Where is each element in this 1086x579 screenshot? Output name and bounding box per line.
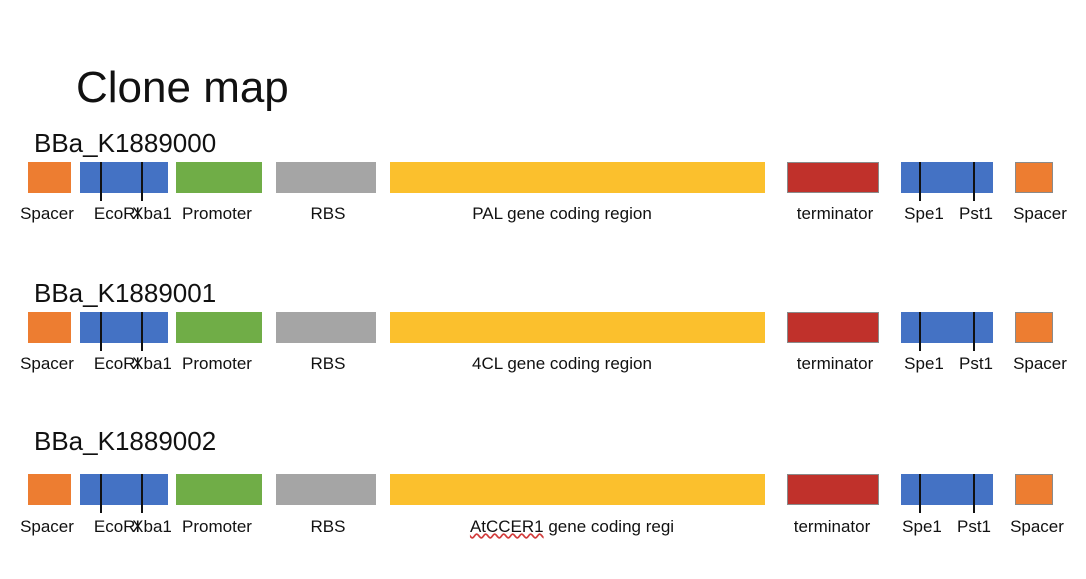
spacer-right-label: Spacer <box>1010 517 1064 536</box>
spacer-left-block <box>28 312 71 343</box>
prefix-site-block <box>80 474 168 505</box>
terminator-label: terminator <box>796 204 874 223</box>
prefix-site-block <box>80 162 168 193</box>
rbs-label: RBS <box>310 354 346 373</box>
ecori-label: EcoRI <box>93 354 141 373</box>
rbs-block <box>276 312 376 343</box>
spacer-left-label: Spacer <box>20 517 74 536</box>
spacer-left-block <box>28 162 71 193</box>
construct-bba-k1889002: BBa_K1889002 Spacer EcoRI Xba1 Promoter … <box>0 426 1086 536</box>
suffix-site-block <box>901 474 993 505</box>
pst1-cut-line <box>973 162 975 201</box>
rbs-block <box>276 474 376 505</box>
terminator-label: terminator <box>793 517 871 536</box>
spacer-right-block <box>1015 162 1053 193</box>
coding-region-label: AtCCER1 gene coding regi <box>469 517 675 536</box>
spacer-right-label: Spacer <box>1013 204 1067 223</box>
page-title: Clone map <box>76 63 289 112</box>
terminator-label: terminator <box>796 354 874 373</box>
spe1-label: Spe1 <box>902 517 942 536</box>
xba1-label: Xba1 <box>132 354 172 373</box>
rbs-block <box>276 162 376 193</box>
promoter-block <box>176 474 262 505</box>
xba1-cut-line <box>141 474 143 513</box>
rbs-label: RBS <box>310 517 346 536</box>
ecori-cut-line <box>100 312 102 351</box>
promoter-block <box>176 312 262 343</box>
terminator-block <box>787 162 879 193</box>
ecori-label: EcoRI <box>93 517 141 536</box>
pst1-label: Pst1 <box>956 517 992 536</box>
spe1-label: Spe1 <box>904 354 944 373</box>
pst1-label: Pst1 <box>958 204 994 223</box>
spacer-left-label: Spacer <box>20 204 74 223</box>
ecori-cut-line <box>100 162 102 201</box>
promoter-block <box>176 162 262 193</box>
pst1-cut-line <box>973 474 975 513</box>
xba1-cut-line <box>141 312 143 351</box>
coding-region-label: 4CL gene coding region <box>472 354 652 373</box>
coding-region-block <box>390 162 765 193</box>
spacer-right-label: Spacer <box>1013 354 1067 373</box>
pst1-cut-line <box>973 312 975 351</box>
promoter-label: Promoter <box>182 517 252 536</box>
terminator-block <box>787 312 879 343</box>
pst1-label: Pst1 <box>958 354 994 373</box>
construct-name: BBa_K1889000 <box>34 128 217 158</box>
construct-bba-k1889001: BBa_K1889001 Spacer EcoRI Xba1 Promoter … <box>0 278 1086 373</box>
spe1-cut-line <box>919 474 921 513</box>
xba1-label: Xba1 <box>132 204 172 223</box>
prefix-site-block <box>80 312 168 343</box>
terminator-block <box>787 474 879 505</box>
suffix-site-block <box>901 312 993 343</box>
spe1-cut-line <box>919 312 921 351</box>
xba1-cut-line <box>141 162 143 201</box>
spe1-cut-line <box>919 162 921 201</box>
coding-region-block <box>390 474 765 505</box>
spe1-label: Spe1 <box>904 204 944 223</box>
spacer-right-block <box>1015 474 1053 505</box>
construct-name: BBa_K1889002 <box>34 426 217 456</box>
spacer-right-block <box>1015 312 1053 343</box>
ecori-cut-line <box>100 474 102 513</box>
spacer-left-label: Spacer <box>20 354 74 373</box>
spacer-left-block <box>28 474 71 505</box>
construct-name: BBa_K1889001 <box>34 278 217 308</box>
suffix-site-block <box>901 162 993 193</box>
coding-region-label: PAL gene coding region <box>472 204 652 223</box>
coding-region-block <box>390 312 765 343</box>
promoter-label: Promoter <box>182 204 252 223</box>
construct-bba-k1889000: BBa_K1889000 Spacer EcoRI Xba1 Promoter … <box>0 128 1086 223</box>
xba1-label: Xba1 <box>132 517 172 536</box>
ecori-label: EcoRI <box>93 204 141 223</box>
rbs-label: RBS <box>310 204 346 223</box>
promoter-label: Promoter <box>182 354 252 373</box>
